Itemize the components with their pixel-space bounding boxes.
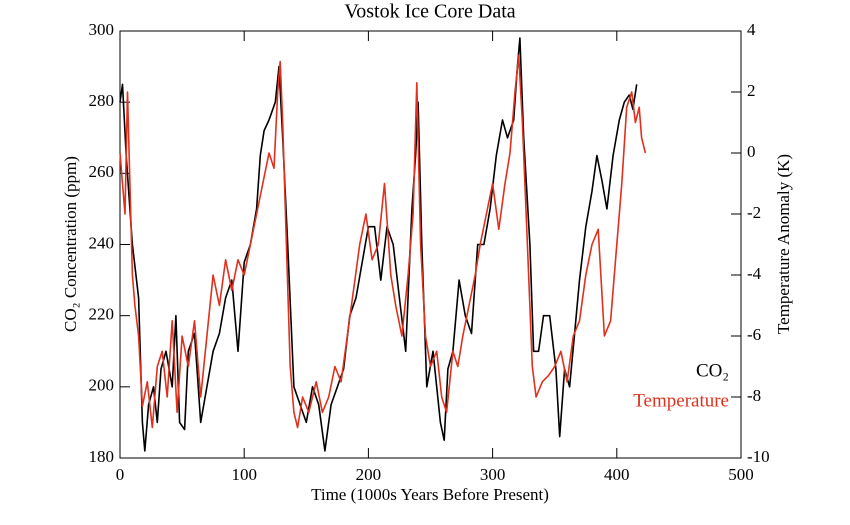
- legend-label: Temperature: [633, 390, 729, 411]
- x-tick-label: 200: [356, 465, 382, 484]
- y2-tick-label: 0: [747, 142, 756, 161]
- y2-tick-label: -8: [747, 386, 761, 405]
- y-tick-label: 240: [89, 233, 115, 252]
- data-line: [119, 54, 647, 429]
- x-axis-label: Time (1000s Years Before Present): [311, 485, 549, 504]
- y2-tick-label: -2: [747, 203, 761, 222]
- x-tick-label: 100: [231, 465, 257, 484]
- y2-tick-label: 4: [747, 20, 756, 39]
- x-tick-label: 300: [480, 465, 506, 484]
- y-tick-label: 260: [89, 162, 115, 181]
- y2-tick-label: -6: [747, 325, 761, 344]
- x-tick-label: 400: [604, 465, 630, 484]
- x-tick-label: 500: [728, 465, 754, 484]
- y2-axis-label: Temperature Anomaly (K): [774, 154, 793, 334]
- y2-tick-label: -10: [747, 447, 770, 466]
- y-tick-label: 220: [89, 305, 115, 324]
- y2-tick-label: -4: [747, 264, 762, 283]
- y-tick-label: 180: [89, 447, 115, 466]
- legend-label: CO₂: [696, 360, 729, 381]
- y-tick-label: 200: [89, 376, 115, 395]
- y2-tick-label: 2: [747, 81, 756, 100]
- chart-title: Vostok Ice Core Data: [344, 1, 515, 23]
- x-tick-label: 0: [116, 465, 125, 484]
- y-tick-label: 300: [89, 20, 115, 39]
- y-axis-label: CO₂ Concentration (ppm): [61, 156, 80, 332]
- y-tick-label: 280: [89, 91, 115, 110]
